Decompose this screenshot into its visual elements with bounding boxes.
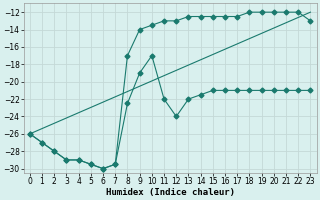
X-axis label: Humidex (Indice chaleur): Humidex (Indice chaleur)	[106, 188, 235, 197]
